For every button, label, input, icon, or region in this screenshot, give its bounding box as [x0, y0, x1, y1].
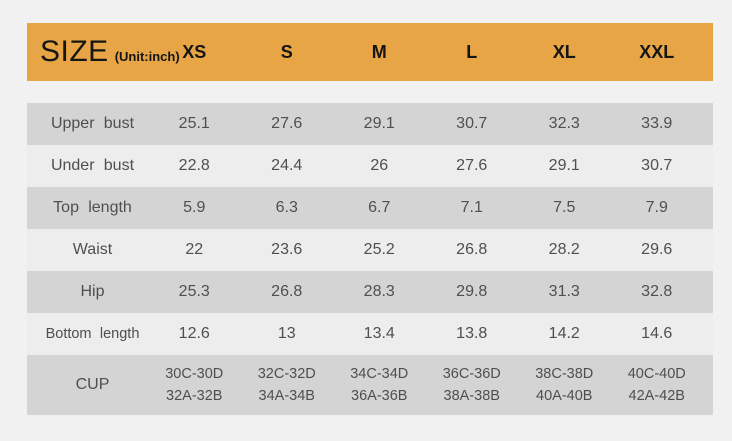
cell-value: 5.9 [183, 199, 206, 216]
size-chart: SIZE (Unit:inch) XS S M L XL XXL Upper b… [27, 23, 713, 415]
cup-line-2: 38A-38B [443, 388, 500, 404]
cell-value: 29.6 [641, 241, 673, 258]
size-title-cell: SIZE (Unit:inch) [27, 35, 180, 69]
cup-line-1: 36C-36D [442, 366, 501, 382]
cup-line-1: 32C-32D [257, 366, 316, 382]
table-row-hip: Hip 25.3 26.8 28.3 29.8 31.3 32.8 [27, 271, 713, 313]
col-header-xxl: XXL [639, 41, 675, 62]
row-label: Hip [80, 283, 105, 300]
cup-line-2: 32A-32B [166, 388, 223, 404]
cell-value: 13.4 [363, 325, 395, 342]
cell-value: 29.1 [548, 157, 580, 174]
cell-cup-range: 38C-38D 40A-40B [518, 363, 611, 407]
col-header-xs: XS [182, 41, 207, 62]
cell-value: 13 [277, 325, 296, 342]
cell-cup-range: 32C-32D 34A-34B [241, 363, 334, 407]
cell-value: 31.3 [548, 283, 580, 300]
cell-value: 26.8 [456, 241, 488, 258]
cell-value: 14.2 [548, 325, 580, 342]
cell-value: 22.8 [178, 157, 210, 174]
cell-value: 27.6 [456, 157, 488, 174]
cell-value: 32.3 [548, 115, 580, 132]
cell-value: 32.8 [641, 283, 673, 300]
cup-line-2: 40A-40B [536, 388, 593, 404]
col-header-xl: XL [552, 41, 576, 62]
col-header-l: L [466, 41, 478, 62]
cell-value: 28.3 [363, 283, 395, 300]
size-title: SIZE [40, 35, 109, 68]
cup-line-2: 36A-36B [351, 388, 408, 404]
row-label: Under bust [50, 157, 135, 174]
col-header-s: S [280, 41, 293, 62]
table-row-cup: CUP 30C-30D 32A-32B 32C-32D 34A-34B 34C-… [27, 355, 713, 415]
cell-value: 22 [185, 241, 204, 258]
table-row-waist: Waist 22 23.6 25.2 26.8 28.2 29.6 [27, 229, 713, 271]
cell-value: 25.3 [178, 283, 210, 300]
cell-value: 6.3 [275, 199, 298, 216]
cell-value: 7.5 [553, 199, 576, 216]
size-chart-header: SIZE (Unit:inch) XS S M L XL XXL [27, 23, 713, 81]
cell-value: 30.7 [456, 115, 488, 132]
header-gap [27, 81, 713, 103]
cup-line-1: 38C-38D [535, 366, 594, 382]
cell-value: 29.1 [363, 115, 395, 132]
cup-line-2: 42A-42B [628, 388, 685, 404]
cell-value: 30.7 [641, 157, 673, 174]
cell-value: 27.6 [271, 115, 303, 132]
cell-cup-range: 34C-34D 36A-36B [333, 363, 426, 407]
cell-cup-range: 30C-30D 32A-32B [148, 363, 241, 407]
col-header-m: M [371, 41, 387, 62]
table-row-upper-bust: Upper bust 25.1 27.6 29.1 30.7 32.3 33.9 [27, 103, 713, 145]
cell-value: 28.2 [548, 241, 580, 258]
row-label: Top length [53, 199, 132, 216]
cell-value: 26.8 [271, 283, 303, 300]
cell-value: 7.1 [460, 199, 483, 216]
cell-value: 26 [370, 157, 389, 174]
row-label: CUP [75, 376, 110, 393]
cup-line-1: 34C-34D [350, 366, 409, 382]
cell-value: 14.6 [641, 325, 673, 342]
cell-value: 25.1 [178, 115, 210, 132]
cup-line-1: 40C-40D [627, 366, 686, 382]
row-label: Bottom length [45, 326, 140, 342]
cell-value: 25.2 [363, 241, 395, 258]
cell-value: 23.6 [271, 241, 303, 258]
cell-value: 24.4 [271, 157, 303, 174]
cup-line-2: 34A-34B [258, 388, 315, 404]
table-row-under-bust: Under bust 22.8 24.4 26 27.6 29.1 30.7 [27, 145, 713, 187]
cell-value: 6.7 [368, 199, 391, 216]
row-label: Upper bust [50, 115, 135, 132]
cell-value: 29.8 [456, 283, 488, 300]
table-row-top-length: Top length 5.9 6.3 6.7 7.1 7.5 7.9 [27, 187, 713, 229]
cell-value: 12.6 [178, 325, 210, 342]
table-row-bottom-length: Bottom length 12.6 13 13.4 13.8 14.2 14.… [27, 313, 713, 355]
row-label: Waist [72, 241, 113, 258]
cell-value: 13.8 [456, 325, 488, 342]
cell-value: 33.9 [641, 115, 673, 132]
cell-cup-range: 36C-36D 38A-38B [426, 363, 519, 407]
cup-line-1: 30C-30D [165, 366, 224, 382]
cell-value: 7.9 [645, 199, 668, 216]
unit-label: (Unit:inch) [114, 49, 180, 64]
cell-cup-range: 40C-40D 42A-42B [611, 363, 704, 407]
